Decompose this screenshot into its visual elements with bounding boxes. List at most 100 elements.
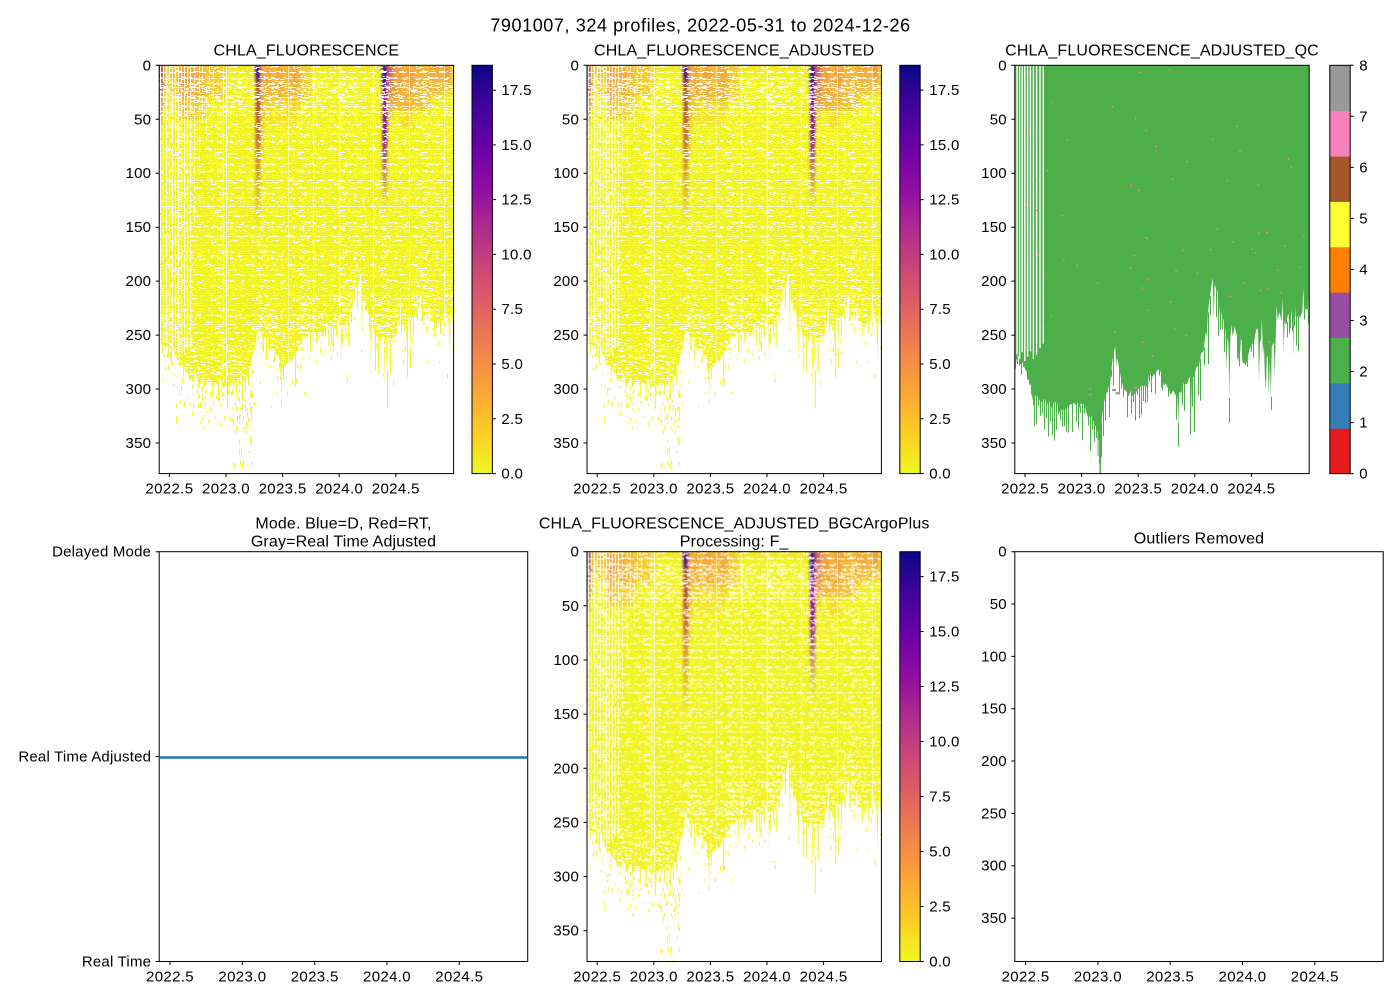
svg-text:7.5: 7.5 <box>929 301 951 318</box>
svg-text:2023.0: 2023.0 <box>218 969 266 986</box>
svg-text:7.5: 7.5 <box>501 301 523 318</box>
svg-text:2024.0: 2024.0 <box>1171 481 1219 498</box>
svg-text:15.0: 15.0 <box>501 137 531 154</box>
svg-text:2024.5: 2024.5 <box>372 481 420 498</box>
svg-text:100: 100 <box>126 165 152 182</box>
svg-text:100: 100 <box>553 165 579 182</box>
svg-text:250: 250 <box>553 814 579 831</box>
svg-text:2023.5: 2023.5 <box>291 969 339 986</box>
svg-text:12.5: 12.5 <box>929 679 959 696</box>
svg-text:15.0: 15.0 <box>929 137 959 154</box>
svg-text:200: 200 <box>553 760 579 777</box>
svg-text:7901007, 324 profiles, 2022-05: 7901007, 324 profiles, 2022-05-31 to 202… <box>490 16 911 36</box>
svg-text:2022.5: 2022.5 <box>1002 969 1050 986</box>
svg-text:2024.0: 2024.0 <box>315 481 363 498</box>
svg-text:350: 350 <box>126 435 152 452</box>
svg-text:2022.5: 2022.5 <box>146 969 194 986</box>
svg-text:2024.0: 2024.0 <box>1219 969 1267 986</box>
svg-text:0.0: 0.0 <box>929 466 951 483</box>
svg-text:2024.0: 2024.0 <box>363 969 411 986</box>
svg-text:8: 8 <box>1359 57 1367 74</box>
svg-text:2023.5: 2023.5 <box>1146 969 1194 986</box>
svg-text:Gray=Real Time Adjusted: Gray=Real Time Adjusted <box>251 534 436 551</box>
svg-text:0: 0 <box>143 57 152 74</box>
svg-text:300: 300 <box>981 858 1007 875</box>
svg-text:200: 200 <box>981 753 1007 770</box>
svg-text:2024.0: 2024.0 <box>743 481 791 498</box>
svg-text:350: 350 <box>981 435 1007 452</box>
svg-text:2.5: 2.5 <box>501 411 523 428</box>
svg-text:Mode. Blue=D, Red=RT,: Mode. Blue=D, Red=RT, <box>255 516 431 533</box>
svg-text:12.5: 12.5 <box>501 192 531 209</box>
svg-text:300: 300 <box>981 381 1007 398</box>
svg-text:Delayed Mode: Delayed Mode <box>52 544 151 561</box>
svg-text:2.5: 2.5 <box>929 899 951 916</box>
svg-text:12.5: 12.5 <box>929 192 959 209</box>
svg-text:100: 100 <box>981 648 1007 665</box>
svg-text:10.0: 10.0 <box>929 734 959 751</box>
svg-text:2.5: 2.5 <box>929 411 951 428</box>
svg-text:300: 300 <box>126 381 152 398</box>
svg-text:CHLA_FLUORESCENCE_ADJUSTED_BGC: CHLA_FLUORESCENCE_ADJUSTED_BGCArgoPlus <box>539 516 930 533</box>
svg-text:200: 200 <box>981 273 1007 290</box>
svg-text:3: 3 <box>1359 313 1367 330</box>
svg-text:2022.5: 2022.5 <box>145 481 193 498</box>
svg-text:0: 0 <box>570 57 579 74</box>
svg-text:17.5: 17.5 <box>501 82 531 99</box>
svg-text:200: 200 <box>126 273 152 290</box>
svg-text:CHLA_FLUORESCENCE_ADJUSTED_QC: CHLA_FLUORESCENCE_ADJUSTED_QC <box>1005 43 1319 60</box>
svg-text:0: 0 <box>570 544 579 561</box>
svg-text:2023.0: 2023.0 <box>1074 969 1122 986</box>
svg-text:250: 250 <box>126 327 152 344</box>
svg-text:2024.0: 2024.0 <box>743 969 791 986</box>
svg-text:Real Time: Real Time <box>82 954 151 971</box>
svg-text:350: 350 <box>553 435 579 452</box>
svg-text:2023.0: 2023.0 <box>202 481 250 498</box>
svg-text:2023.5: 2023.5 <box>259 481 307 498</box>
svg-text:2024.5: 2024.5 <box>1291 969 1339 986</box>
svg-text:15.0: 15.0 <box>929 624 959 641</box>
svg-text:100: 100 <box>981 165 1007 182</box>
svg-text:7: 7 <box>1359 108 1367 125</box>
svg-text:2: 2 <box>1359 364 1367 381</box>
svg-text:2023.0: 2023.0 <box>630 481 678 498</box>
svg-text:0: 0 <box>998 57 1007 74</box>
svg-text:17.5: 17.5 <box>929 82 959 99</box>
svg-text:17.5: 17.5 <box>929 569 959 586</box>
svg-text:2024.5: 2024.5 <box>435 969 483 986</box>
svg-text:150: 150 <box>126 219 152 236</box>
svg-text:2022.5: 2022.5 <box>573 481 621 498</box>
svg-text:1: 1 <box>1359 415 1367 432</box>
svg-text:2022.5: 2022.5 <box>573 969 621 986</box>
svg-text:0: 0 <box>998 544 1007 561</box>
svg-text:0.0: 0.0 <box>929 954 951 971</box>
svg-text:50: 50 <box>562 111 579 128</box>
svg-text:350: 350 <box>553 923 579 940</box>
svg-text:50: 50 <box>990 596 1007 613</box>
svg-text:150: 150 <box>981 219 1007 236</box>
svg-text:5: 5 <box>1359 210 1367 227</box>
svg-text:2023.5: 2023.5 <box>686 969 734 986</box>
svg-text:Real Time Adjusted: Real Time Adjusted <box>18 749 151 766</box>
svg-text:10.0: 10.0 <box>929 246 959 263</box>
svg-text:Outliers Removed: Outliers Removed <box>1134 531 1264 548</box>
svg-text:0.0: 0.0 <box>501 466 523 483</box>
svg-text:CHLA_FLUORESCENCE_ADJUSTED: CHLA_FLUORESCENCE_ADJUSTED <box>594 43 874 60</box>
svg-text:2024.5: 2024.5 <box>800 481 848 498</box>
svg-text:2023.5: 2023.5 <box>1114 481 1162 498</box>
svg-text:6: 6 <box>1359 159 1367 176</box>
svg-text:200: 200 <box>553 273 579 290</box>
svg-text:0: 0 <box>1359 466 1367 483</box>
svg-text:150: 150 <box>553 706 579 723</box>
svg-text:350: 350 <box>981 910 1007 927</box>
svg-text:2023.5: 2023.5 <box>686 481 734 498</box>
svg-text:250: 250 <box>981 805 1007 822</box>
svg-text:2023.0: 2023.0 <box>1058 481 1106 498</box>
svg-text:250: 250 <box>553 327 579 344</box>
svg-text:CHLA_FLUORESCENCE: CHLA_FLUORESCENCE <box>214 43 400 60</box>
svg-text:4: 4 <box>1359 262 1367 279</box>
svg-text:150: 150 <box>553 219 579 236</box>
svg-text:7.5: 7.5 <box>929 789 951 806</box>
svg-text:10.0: 10.0 <box>501 246 531 263</box>
svg-text:2022.5: 2022.5 <box>1001 481 1049 498</box>
